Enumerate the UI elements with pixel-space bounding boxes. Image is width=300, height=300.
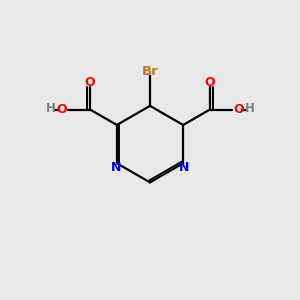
Text: O: O (85, 76, 95, 88)
Text: H: H (245, 102, 255, 116)
Text: Br: Br (142, 65, 158, 79)
Text: H: H (45, 102, 55, 116)
Text: O: O (233, 103, 244, 116)
Text: O: O (56, 103, 67, 116)
Text: N: N (111, 160, 121, 174)
Text: N: N (179, 160, 189, 174)
Text: O: O (205, 76, 215, 88)
